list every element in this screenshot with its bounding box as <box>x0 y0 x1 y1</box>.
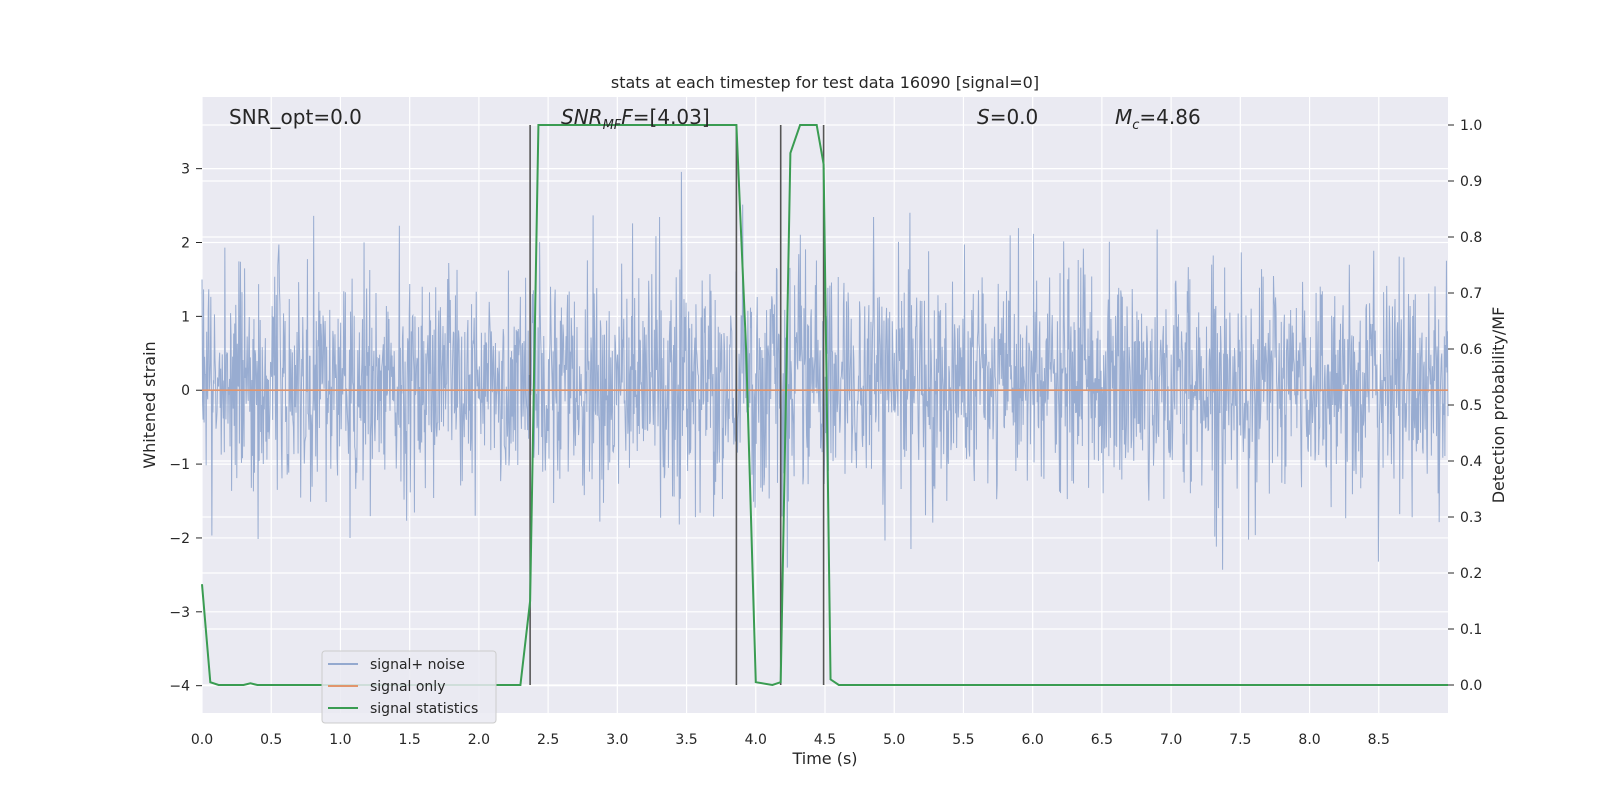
y-tick-label-right: 0.5 <box>1460 398 1482 414</box>
x-tick-label: 2.5 <box>537 732 559 748</box>
signal-statistics-line <box>201 124 1448 687</box>
x-tick-label: 0.5 <box>260 732 282 748</box>
y-tick-label-left: 3 <box>181 162 190 178</box>
y-tick-label-left: 0 <box>181 383 190 399</box>
signal-statistics-series <box>201 124 1448 687</box>
y-tick-label-right: 0.2 <box>1460 566 1482 582</box>
signal-noise-series <box>201 171 1449 570</box>
x-tick-label: 6.0 <box>1022 732 1044 748</box>
y-tick-label-left: 1 <box>181 309 190 325</box>
y-tick-label-right: 0.4 <box>1460 454 1482 470</box>
x-tick-label: 5.5 <box>952 732 974 748</box>
annotation-snr-mf-value: =[4.03] <box>633 105 710 129</box>
y-tick-label-right: 1.0 <box>1460 118 1482 134</box>
x-tick-label: 8.0 <box>1298 732 1320 748</box>
x-tick-label: 3.5 <box>675 732 697 748</box>
x-tick-label: 7.5 <box>1229 732 1251 748</box>
annotation-snr-mf-name: SNR <box>561 105 603 129</box>
y-tick-label-right: 0.8 <box>1460 230 1482 246</box>
x-tick-label: 5.0 <box>883 732 905 748</box>
y-tick-label-right: 0.3 <box>1460 510 1482 526</box>
annotation-mc: Mc=4.86 <box>1115 105 1201 133</box>
x-tick-label: 2.0 <box>468 732 490 748</box>
legend-label-signal-noise: signal+ noise <box>370 657 465 673</box>
x-tick-label: 1.0 <box>329 732 351 748</box>
x-tick-label: 4.5 <box>814 732 836 748</box>
x-tick-label: 0.0 <box>191 732 213 748</box>
x-tick-label: 8.5 <box>1368 732 1390 748</box>
x-tick-label: 4.0 <box>745 732 767 748</box>
y-axis-label-right: Detection probability/MF <box>1489 307 1508 504</box>
annotation-mc-name: M <box>1115 105 1132 129</box>
y-tick-label-right: 0.9 <box>1460 174 1482 190</box>
legend-box <box>321 650 497 724</box>
annotation-mc-sub: c <box>1132 118 1139 133</box>
y-tick-label-left: −4 <box>169 679 190 695</box>
signal-noise-line <box>201 171 1449 570</box>
tick-labels: 0.0 0.5 1.0 1.5 2.0 2.5 3.0 3.5 4.0 4.5 5.0 5.5 6.0 6… <box>169 118 1482 748</box>
y-tick-label-right: 0.7 <box>1460 286 1482 302</box>
x-tick-label: 6.5 <box>1091 732 1113 748</box>
x-tick-label: 1.5 <box>399 732 421 748</box>
y-tick-label-left: −3 <box>169 605 190 621</box>
y-tick-label-right: 0.0 <box>1460 678 1482 694</box>
annotation-s-value: =0.0 <box>990 105 1039 129</box>
x-tick-label: 3.0 <box>606 732 628 748</box>
y-tick-label-left: 2 <box>181 236 190 252</box>
annotation-snr-mf-sub: MF <box>603 118 622 133</box>
annotation-s-name: S <box>977 105 990 129</box>
y-tick-label-right: 0.1 <box>1460 622 1482 638</box>
annotation-snr-mf-f: F <box>621 105 633 129</box>
y-axis-label-left: Whitened strain <box>140 341 159 468</box>
x-axis-label: Time (s) <box>791 749 857 768</box>
legend-label-signal-statistics: signal statistics <box>370 701 478 717</box>
annotation-snr-opt: SNR_opt=0.0 <box>229 105 362 129</box>
annotation-mc-value: =4.86 <box>1139 105 1200 129</box>
chart-title: stats at each timestep for test data 160… <box>611 73 1039 92</box>
x-tick-label: 7.0 <box>1160 732 1182 748</box>
annotation-snr-mf: SNRMFF=[4.03] <box>561 105 710 133</box>
legend-label-signal-only: signal only <box>370 679 445 695</box>
y-tick-label-left: −2 <box>169 531 190 547</box>
annotation-s: S=0.0 <box>977 105 1038 129</box>
y-tick-label-right: 0.6 <box>1460 342 1482 358</box>
y-tick-label-left: −1 <box>169 457 190 473</box>
legend: signal+ noise signal only signal statist… <box>321 650 497 724</box>
